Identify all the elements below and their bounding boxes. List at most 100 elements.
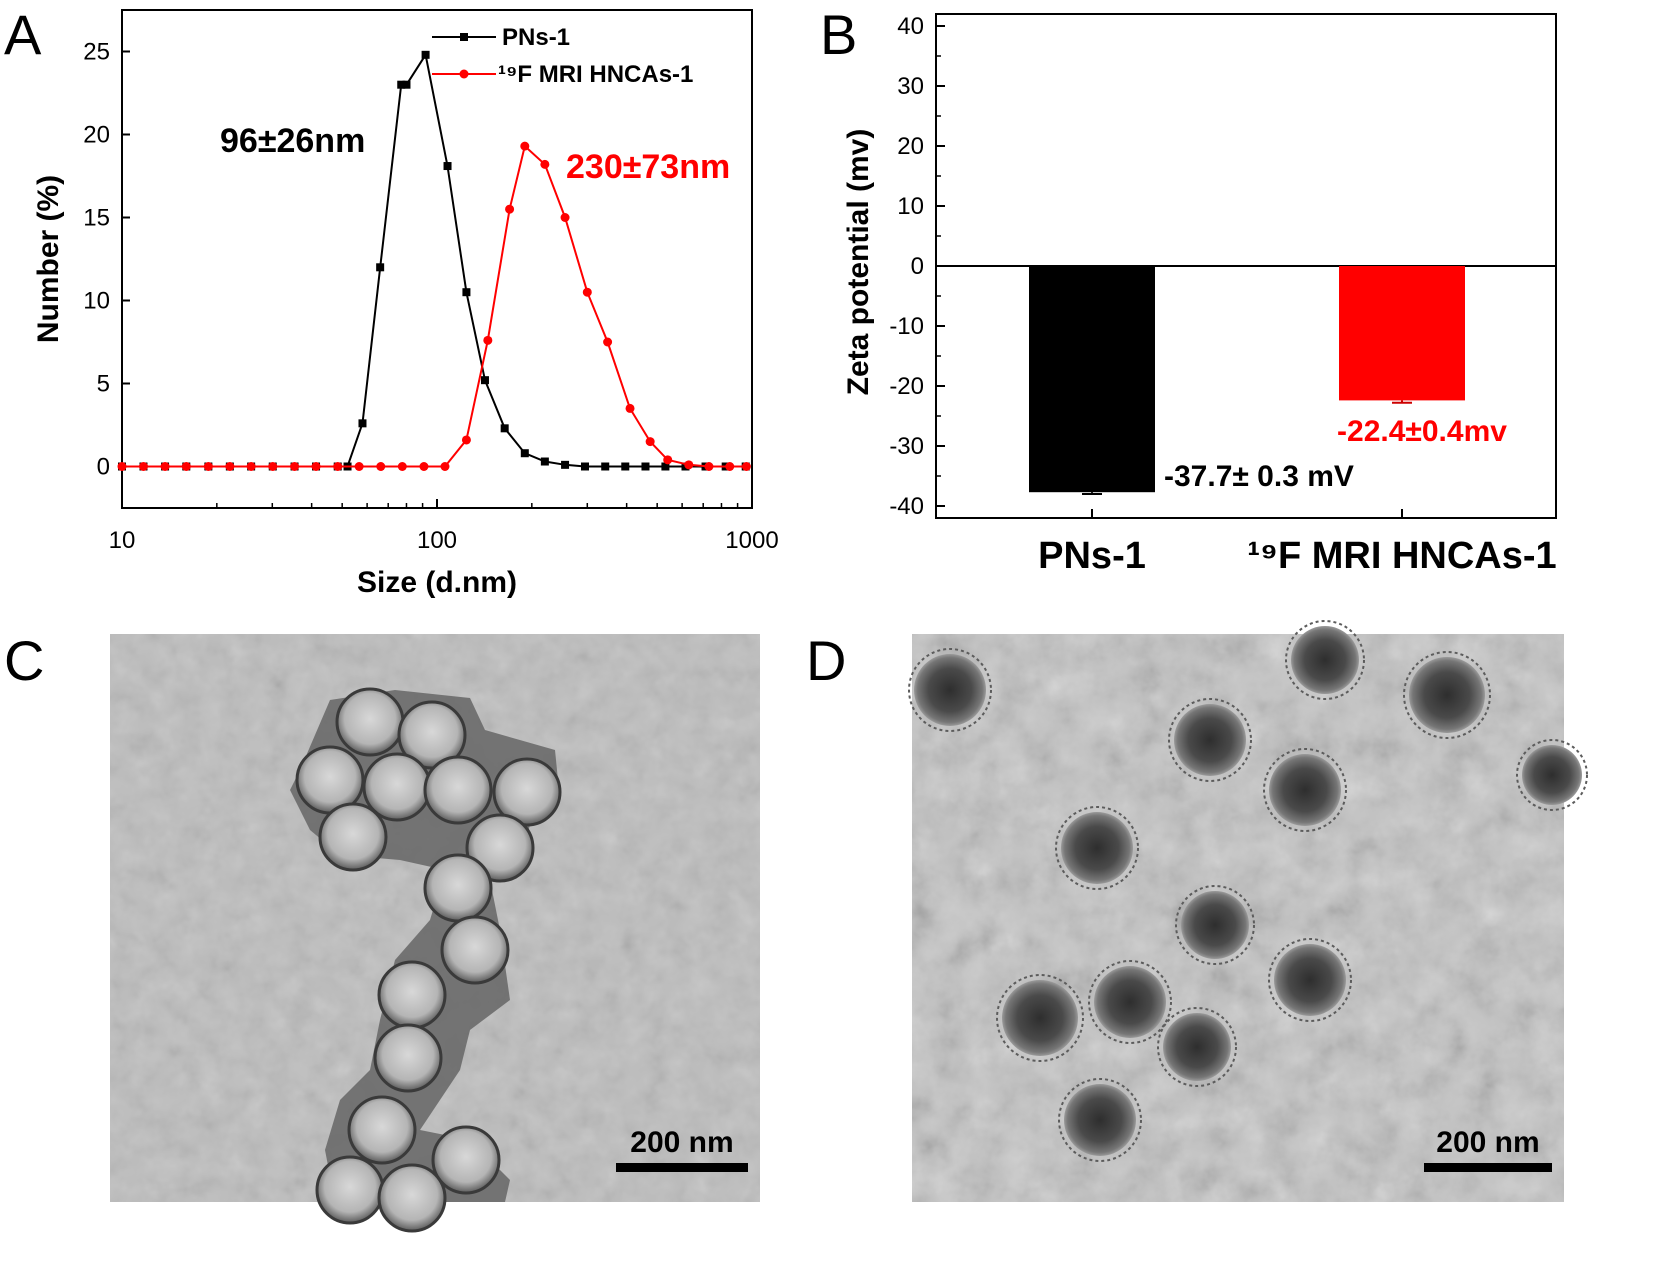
- data-point-hncas: [376, 462, 386, 471]
- data-point-hncas: [505, 204, 515, 214]
- nanoparticle-d-shell: [1168, 698, 1252, 782]
- y-axis-a: 0 5 10 15 20 25: [83, 39, 130, 481]
- y-tick-label-b: 40: [897, 13, 924, 40]
- y-tick-label-b: 20: [897, 133, 924, 160]
- panel-letter-a: A: [4, 3, 42, 66]
- data-point-pns: [402, 80, 411, 89]
- nanoparticle-d-shell: [908, 648, 992, 732]
- data-point-pns: [500, 424, 509, 433]
- x-tick-label-a: 10: [109, 527, 136, 554]
- y-tick-label-a: 10: [83, 288, 110, 315]
- nanoparticle-d: [1274, 944, 1346, 1016]
- y-axis-b: 40 30 20 10 0 -10 -20 -30 -40: [889, 13, 945, 520]
- nanoparticle-c: [423, 853, 493, 923]
- nanoparticle-c: [315, 1155, 385, 1225]
- annotation-hncas-size: 230±73nm: [566, 148, 730, 186]
- legend-label-hncas: ¹⁹F MRI HNCAs-1: [498, 61, 693, 88]
- y-axis-title-a: Number (%): [32, 175, 65, 343]
- series-line-1: [122, 144, 747, 468]
- micrograph-d-particles: [908, 620, 1588, 1162]
- data-point-hncas: [181, 462, 191, 471]
- data-point-pns: [520, 449, 529, 458]
- data-point-pns: [443, 162, 452, 171]
- nanoparticle-c: [492, 757, 562, 827]
- bar-1: [1339, 266, 1465, 401]
- data-point-hncas: [419, 462, 429, 471]
- data-point-pns: [358, 419, 367, 428]
- bar-value-label-0: -37.7± 0.3 mV: [1164, 460, 1354, 493]
- nanoparticle-d-shell: [1263, 748, 1347, 832]
- data-point-hncas: [268, 462, 278, 471]
- data-point-hncas: [603, 337, 613, 347]
- data-point-hncas: [461, 435, 471, 445]
- data-point-hncas: [203, 462, 213, 471]
- nanoparticle-d: [1094, 966, 1166, 1038]
- panel-letter-b: B: [820, 3, 857, 66]
- tem-micrograph-d: 200 nm: [908, 620, 1588, 1202]
- scale-label-d: 200 nm: [1436, 1126, 1539, 1159]
- data-point-hncas: [625, 403, 635, 413]
- bar-0: [1029, 266, 1155, 493]
- nanoparticle-d: [1163, 1013, 1231, 1081]
- nanoparticle-c: [431, 1125, 501, 1195]
- data-point-hncas: [397, 462, 407, 471]
- data-point-hncas: [117, 462, 127, 471]
- data-point-pns: [561, 460, 570, 469]
- scale-bar-d: [1424, 1163, 1552, 1172]
- data-point-hncas: [741, 462, 751, 471]
- nanoparticle-d-shell: [1516, 739, 1588, 811]
- series-line-0: [122, 52, 746, 468]
- nanoparticle-d-shell: [996, 974, 1084, 1062]
- nanoparticle-d: [1291, 626, 1359, 694]
- nanoparticle-d: [1181, 891, 1249, 959]
- y-tick-label-b: -40: [889, 493, 924, 520]
- y-tick-label-a: 25: [83, 39, 110, 66]
- panel-letter-c: C: [4, 629, 44, 692]
- nanoparticle-d: [1064, 1084, 1136, 1156]
- x-tick-label-a: 100: [417, 527, 457, 554]
- nanoparticle-c: [377, 960, 447, 1030]
- data-point-hncas: [663, 455, 673, 465]
- nanoparticle-c: [377, 1163, 447, 1233]
- nanoparticle-d: [1269, 754, 1341, 826]
- y-axis-title-b: Zeta potential (mv): [842, 129, 875, 396]
- x-axis-title-a: Size (d.nm): [357, 566, 517, 599]
- data-point-pns: [641, 462, 650, 471]
- data-point-hncas: [582, 287, 592, 297]
- y-tick-label-b: -30: [889, 433, 924, 460]
- nanoparticle-c: [347, 1095, 417, 1165]
- data-point-pns: [421, 50, 430, 59]
- data-point-pns: [376, 263, 385, 272]
- nanoparticle-d-shell: [1175, 885, 1255, 965]
- scale-label-c: 200 nm: [630, 1126, 733, 1159]
- nanoparticle-d-shell: [1285, 620, 1365, 700]
- legend-marker-hncas: [459, 69, 469, 79]
- tem-micrograph-c: 200 nm: [110, 634, 760, 1233]
- y-tick-label-b: -10: [889, 313, 924, 340]
- data-point-pns: [397, 80, 406, 89]
- data-point-hncas: [333, 462, 343, 471]
- data-point-hncas: [290, 462, 300, 471]
- nanoparticle-d: [1174, 704, 1246, 776]
- nanoparticle-c: [318, 802, 388, 872]
- y-tick-label-a: 5: [97, 371, 110, 398]
- series-group-a: [117, 50, 751, 471]
- micrograph-c-particles: [295, 687, 562, 1233]
- nanoparticle-d: [1409, 657, 1485, 733]
- legend-marker-pns: [460, 33, 468, 41]
- nanoparticle-d-shell: [1403, 651, 1491, 739]
- data-point-hncas: [540, 159, 550, 169]
- size-distribution-chart: 0 5 10 15 20 25 10 100 1000 PNs-1 ¹⁹F MRI HNCAs…: [32, 9, 779, 599]
- data-point-pns: [462, 288, 471, 297]
- data-point-hncas: [138, 462, 148, 471]
- category-label-0: PNs-1: [1038, 535, 1146, 577]
- annotation-pns-size: 96±26nm: [220, 122, 365, 160]
- data-point-hncas: [440, 462, 450, 471]
- data-point-hncas: [311, 462, 321, 471]
- x-tick-label-a: 1000: [725, 527, 778, 554]
- legend-a: PNs-1 ¹⁹F MRI HNCAs-1: [432, 24, 693, 88]
- data-point-hncas: [483, 335, 493, 345]
- data-point-pns: [580, 462, 589, 471]
- data-point-pns: [601, 462, 610, 471]
